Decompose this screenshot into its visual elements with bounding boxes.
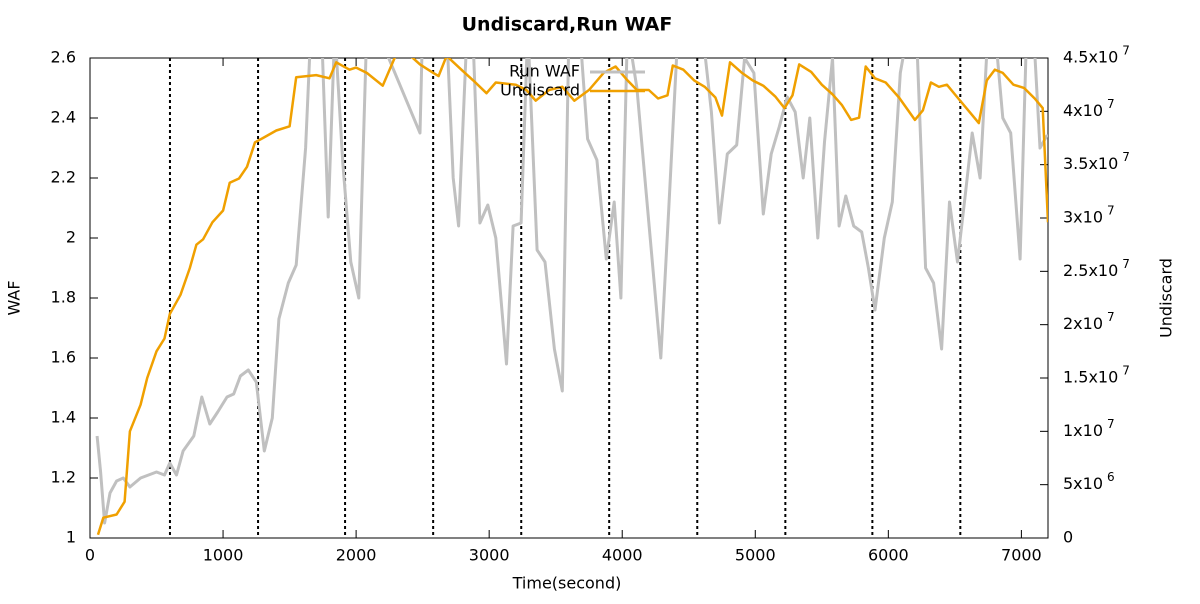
y-tick-label: 2.2: [51, 168, 76, 187]
y2-tick-label: 2.5x10: [1063, 261, 1118, 280]
y2-tick-label: 2x10: [1063, 314, 1103, 333]
x-tick-label: 5000: [735, 546, 776, 565]
y2-tick-exponent: 7: [1107, 204, 1115, 218]
y-axis-label: WAF: [5, 280, 24, 315]
x-tick-label: 7000: [1001, 546, 1042, 565]
y-tick-label: 1: [66, 528, 76, 547]
chart-title: Undiscard,Run WAF: [462, 14, 673, 36]
y2-tick-exponent: 7: [1122, 257, 1130, 271]
plot-area: [95, 58, 1048, 536]
x-tick-label: 0: [85, 546, 95, 565]
y-tick-label: 1.2: [51, 468, 76, 487]
y2-tick-label: 1.5x10: [1063, 368, 1118, 387]
y-tick-label: 1.6: [51, 348, 76, 367]
x-tick-label: 3000: [469, 546, 510, 565]
y2-tick-exponent: 7: [1122, 364, 1130, 378]
y-tick-label: 1.8: [51, 288, 76, 307]
y-tick-label: 2.4: [51, 108, 76, 127]
y2-tick-label: 5x10: [1063, 474, 1103, 493]
y2-tick-label: 0: [1063, 528, 1073, 547]
y2-tick-label: 3.5x10: [1063, 154, 1118, 173]
y-tick-label: 2.6: [51, 48, 76, 67]
y2-tick-exponent: 7: [1107, 310, 1115, 324]
y-tick-label: 2: [66, 228, 76, 247]
y2-tick-exponent: 6: [1107, 470, 1115, 484]
legend-label: Undiscard: [500, 81, 580, 100]
x-tick-label: 4000: [602, 546, 643, 565]
y2-tick-exponent: 7: [1107, 417, 1115, 431]
y2-axis-label: Undiscard: [1157, 258, 1176, 338]
x-axis-label: Time(second): [512, 574, 622, 593]
series-line: [96, 58, 1048, 536]
y2-tick-label: 4.5x10: [1063, 48, 1118, 67]
y2-tick-label: 1x10: [1063, 421, 1103, 440]
y2-tick-exponent: 7: [1122, 44, 1130, 58]
x-tick-label: 1000: [203, 546, 244, 565]
x-tick-label: 6000: [868, 546, 909, 565]
y-tick-label: 1.4: [51, 408, 76, 427]
plot-border: [89, 57, 1049, 539]
series-line: [95, 58, 1048, 525]
x-tick-label: 2000: [336, 546, 377, 565]
legend-label: Run WAF: [509, 62, 580, 81]
y2-tick-exponent: 7: [1107, 97, 1115, 111]
y2-tick-exponent: 7: [1122, 150, 1130, 164]
y2-tick-label: 4x10: [1063, 101, 1103, 120]
y2-tick-label: 3x10: [1063, 208, 1103, 227]
